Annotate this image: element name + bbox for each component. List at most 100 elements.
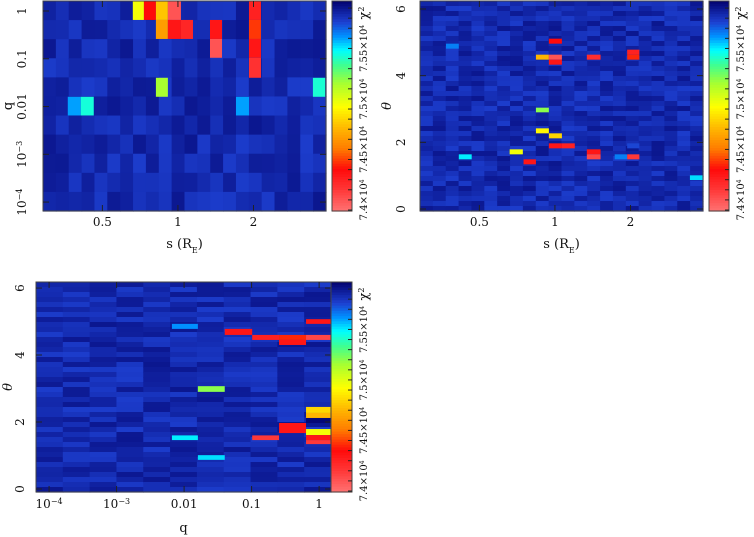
heatmap-bin [510,76,524,82]
heatmap-bin [484,51,498,57]
heatmap-bin [81,77,96,98]
heatmap-cell [548,38,562,44]
heatmap-bin [561,161,575,167]
heatmap-bin [250,317,278,323]
colorbar-segment [709,150,729,154]
heatmap-bin [196,297,225,303]
heatmap-bin [116,412,144,418]
colorbar-segment [331,347,352,351]
heatmap-bin [250,372,278,378]
heatmap-bin [133,134,147,155]
heatmap-bin [587,141,601,147]
heatmap-bin [484,46,498,52]
heatmap-bin [143,342,171,348]
heatmap-bin [625,176,640,182]
heatmap-bin [612,51,627,57]
heatmap-bin [612,106,627,112]
heatmap-bin [120,191,134,212]
heatmap-bin [62,287,91,293]
heatmap-bin [89,332,118,338]
heatmap-bin [89,432,118,438]
heatmap-bin [651,21,666,27]
heatmap-bin [420,146,434,152]
heatmap-bin [143,282,171,288]
heatmap-bin [574,126,588,132]
colorbar-segment [332,37,352,41]
heatmap-bin [62,282,91,288]
heatmap-bin [574,206,588,212]
colorbar-segment [331,408,352,412]
heatmap-bin [612,146,627,152]
heatmap-bin [261,20,276,40]
heatmap-bin [277,437,305,443]
heatmap-bin [664,196,678,202]
heatmap-bin [638,186,653,192]
heatmap-bin [587,96,601,102]
heatmap-bin [612,176,627,182]
heatmap-bin [690,16,704,22]
heatmap-cell [155,77,168,97]
heatmap-bin [677,206,691,212]
heatmap-bin [196,332,225,338]
heatmap-bin [158,134,173,155]
heatmap-bin [274,20,289,40]
heatmap-bin [94,77,108,98]
heatmap-bin [304,282,332,288]
x-tick-label: 1 [315,497,323,511]
heatmap-bin [304,322,332,328]
heatmap-bin [304,477,332,483]
heatmap-bin [638,156,653,162]
heatmap-bin [651,6,666,12]
heatmap-bin [510,41,524,47]
heatmap-bin [471,181,485,187]
heatmap-bin [432,136,447,142]
heatmap-bin [651,101,666,107]
heatmap-bin [196,292,225,298]
heatmap-bin [638,191,653,197]
heatmap-bin [561,46,575,52]
heatmap-bin [458,166,473,172]
heatmap-cell [458,154,472,160]
heatmap-bin [116,437,144,443]
heatmap-bin [561,146,575,152]
heatmap-bin [600,196,614,202]
heatmap-bin [690,76,704,82]
heatmap-bin [197,172,211,193]
heatmap-cell [306,435,331,441]
heatmap-bin [133,20,147,40]
heatmap-bin [223,96,237,117]
heatmap-bin [587,21,601,27]
heatmap-bin [248,191,263,212]
heatmap-bin [690,196,704,202]
heatmap-bin [600,121,614,127]
heatmap-bin [170,462,198,468]
heatmap-bin [170,467,198,473]
colorbar-frame [708,0,730,212]
colorbar-segment [332,53,352,57]
heatmap-bin [210,153,224,174]
heatmap-bin [600,106,614,112]
heatmap-bin [600,56,614,62]
colorbar-segment [332,90,352,94]
heatmap-bin [522,121,537,127]
colorbar-segment [331,303,352,307]
heatmap-bin [170,417,198,423]
heatmap-bin [143,332,171,338]
heatmap-bin [612,196,627,202]
heatmap-bin [522,131,537,137]
heatmap-bin [510,46,524,52]
heatmap-bin [690,41,704,47]
heatmap-bin [81,20,96,40]
heatmap-bin [638,56,653,62]
heatmap-bin [143,412,171,418]
heatmap-bin [432,91,447,97]
heatmap-bin [420,76,434,82]
heatmap-bin [548,176,563,182]
colorbar-segment [332,171,352,175]
heatmap-bin [55,134,70,155]
heatmap-bin [277,297,305,303]
heatmap-bin [677,41,691,47]
heatmap-bin [116,477,144,483]
heatmap-bin [677,11,691,17]
heatmap-bin [522,206,537,212]
